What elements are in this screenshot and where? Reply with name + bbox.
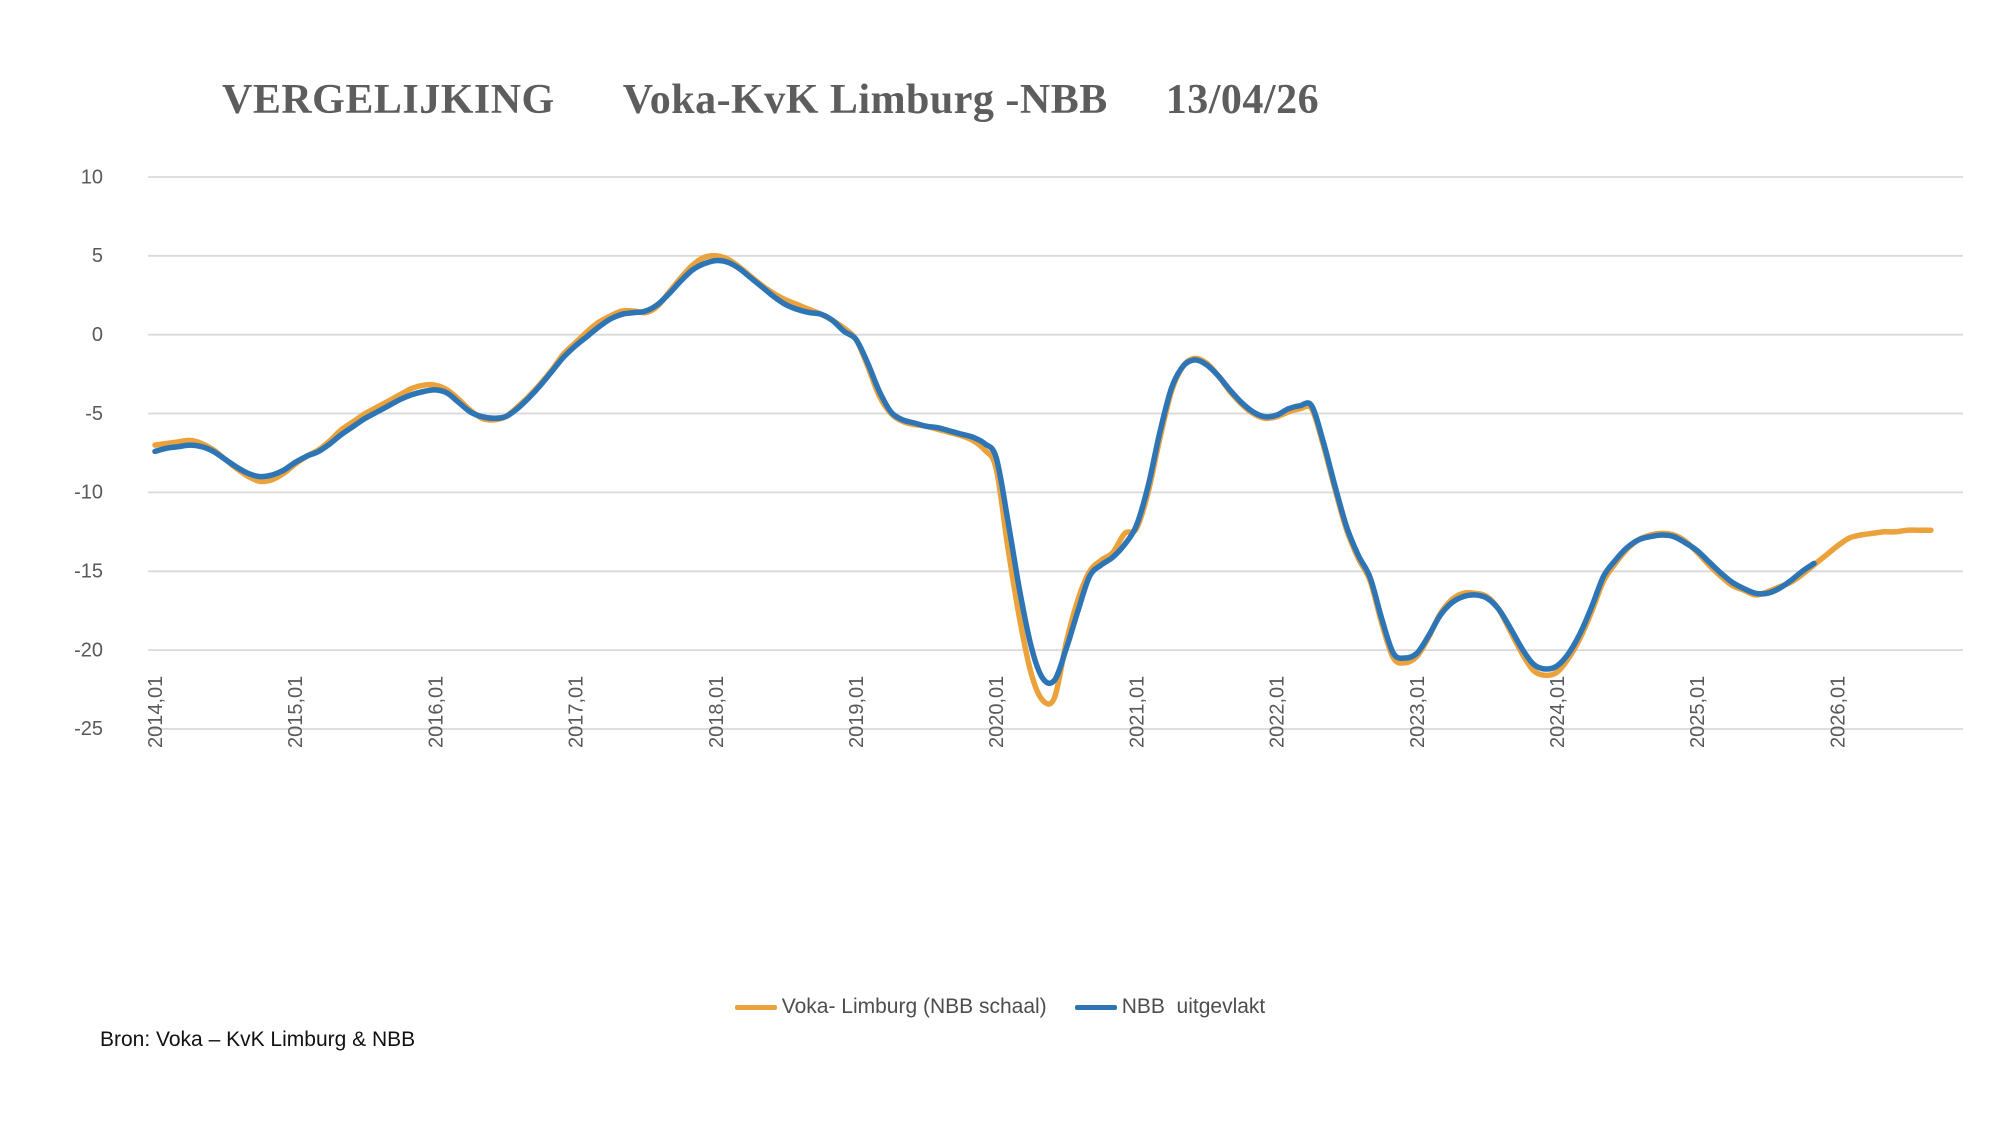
x-tick-label: 2025,01 xyxy=(1687,676,1709,748)
x-tick-label: 2021,01 xyxy=(1126,676,1148,748)
x-tick-label: 2022,01 xyxy=(1267,676,1289,748)
y-tick-label: -15 xyxy=(74,561,103,583)
title-date: 13/04/26 xyxy=(1165,77,1320,123)
x-tick-label: 2024,01 xyxy=(1547,676,1569,748)
chart-title: VERGELIJKING Voka-KvK Limburg -NBB 13/04… xyxy=(222,76,1319,124)
y-tick-label: 0 xyxy=(92,324,103,346)
x-axis-labels: 2014,01 2015,01 2016,01 2017,01 2018,01 2019,… xyxy=(145,676,1849,748)
x-tick-label: 2014,01 xyxy=(145,676,167,748)
y-tick-label: -25 xyxy=(74,718,103,740)
y-tick-label: 10 xyxy=(81,166,103,188)
x-tick-label: 2019,01 xyxy=(846,676,868,748)
nbb-line-swatch-icon xyxy=(1074,1004,1117,1010)
y-tick-label: -10 xyxy=(74,482,103,504)
x-tick-label: 2015,01 xyxy=(285,676,307,748)
source-note: Bron: Voka – KvK Limburg & NBB xyxy=(100,1028,416,1051)
x-tick-label: 2020,01 xyxy=(986,676,1008,748)
gridlines xyxy=(148,176,1963,730)
x-tick-label: 2017,01 xyxy=(566,676,588,748)
legend-label-voka: Voka- Limburg (NBB schaal) xyxy=(781,995,1047,1018)
x-tick-label: 2026,01 xyxy=(1827,676,1849,748)
title-vergelijking: VERGELIJKING xyxy=(222,77,555,123)
title-subject: Voka-KvK Limburg -NBB xyxy=(622,77,1108,123)
x-tick-label: 2023,01 xyxy=(1407,676,1429,748)
legend-item-voka: Voka- Limburg (NBB schaal) xyxy=(734,995,1047,1019)
x-tick-label: 2016,01 xyxy=(425,676,447,748)
y-tick-label: -5 xyxy=(85,403,103,425)
voka-limburg-line xyxy=(152,252,1934,707)
chart-legend: Voka- Limburg (NBB schaal) NBB uitgevlak… xyxy=(0,995,2000,1019)
nbb-uitgevlakt-line xyxy=(152,257,1817,686)
y-tick-label: 5 xyxy=(92,245,103,267)
legend-item-nbb: NBB uitgevlakt xyxy=(1074,995,1266,1019)
legend-label-nbb: NBB uitgevlakt xyxy=(1121,995,1266,1018)
y-axis-labels: 10 5 0 -5 -10 -15 -20 -25 xyxy=(74,166,103,740)
x-tick-label: 2018,01 xyxy=(706,676,728,748)
y-tick-label: -20 xyxy=(74,639,103,661)
voka-line-swatch-icon xyxy=(734,1004,777,1010)
